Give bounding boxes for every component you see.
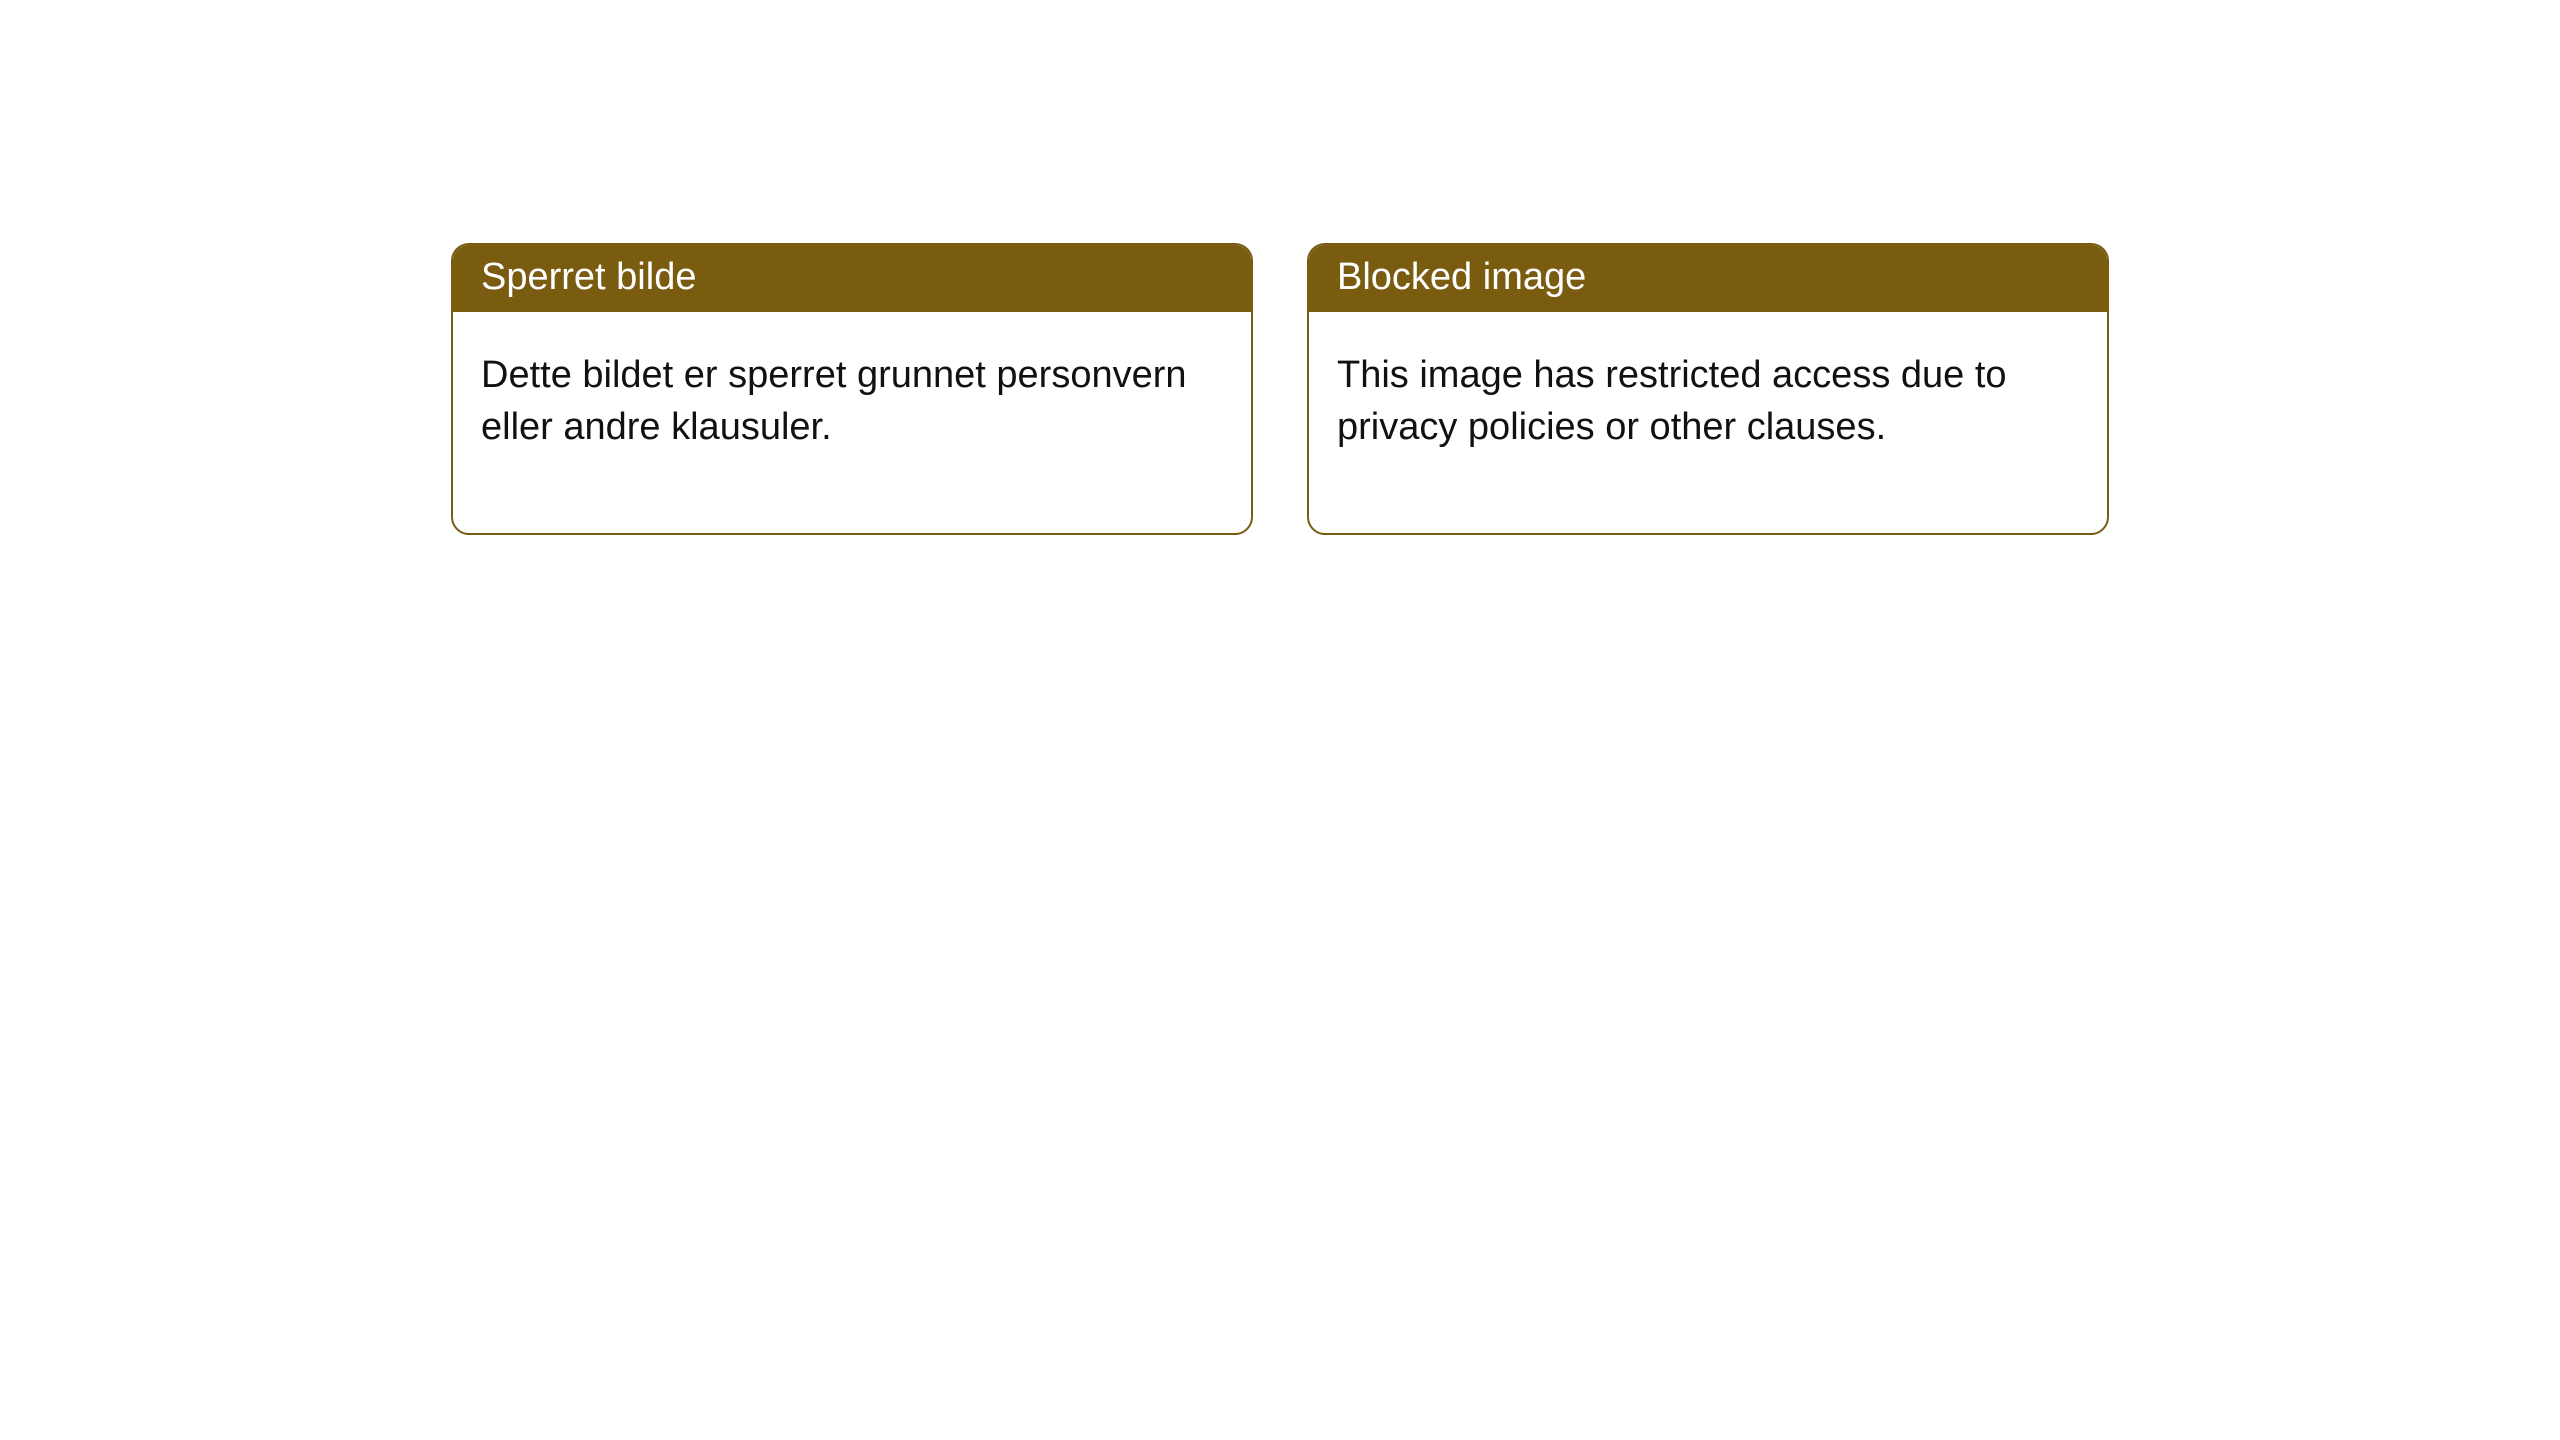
notice-card-english: Blocked image This image has restricted … [1307,243,2109,535]
notice-body-norwegian: Dette bildet er sperret grunnet personve… [453,312,1251,533]
notice-card-norwegian: Sperret bilde Dette bildet er sperret gr… [451,243,1253,535]
notice-body-english: This image has restricted access due to … [1309,312,2107,533]
notice-title-english: Blocked image [1309,245,2107,312]
notice-title-norwegian: Sperret bilde [453,245,1251,312]
